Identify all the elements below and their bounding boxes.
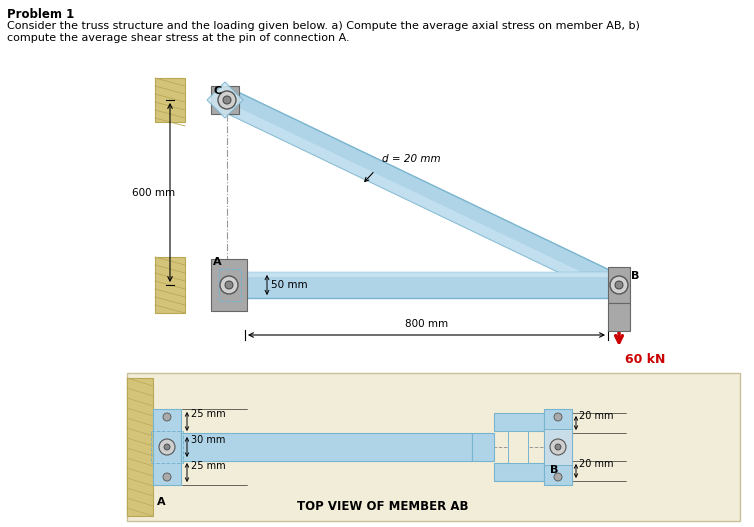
Bar <box>544 429 572 465</box>
Text: A: A <box>157 497 166 507</box>
Text: 20 mm: 20 mm <box>579 459 614 469</box>
Bar <box>245 272 613 277</box>
Bar <box>151 431 183 463</box>
Bar <box>608 267 630 303</box>
Circle shape <box>554 413 562 421</box>
Bar <box>127 373 740 521</box>
Text: 50 mm: 50 mm <box>271 280 308 290</box>
Polygon shape <box>207 82 243 118</box>
Text: 25 mm: 25 mm <box>191 461 225 471</box>
Circle shape <box>223 96 231 104</box>
Text: 600 mm: 600 mm <box>132 188 175 198</box>
Text: A: A <box>213 257 222 267</box>
Circle shape <box>159 439 175 455</box>
Text: 20 mm: 20 mm <box>579 411 614 421</box>
Text: 60 kN: 60 kN <box>625 353 665 366</box>
Text: TOP VIEW OF MEMBER AB: TOP VIEW OF MEMBER AB <box>297 501 469 513</box>
Text: Problem 1: Problem 1 <box>7 8 74 21</box>
Bar <box>155 257 185 313</box>
Text: 30 mm: 30 mm <box>191 435 225 445</box>
Text: Consider the truss structure and the loading given below. a) Compute the average: Consider the truss structure and the loa… <box>7 21 640 31</box>
Circle shape <box>163 473 171 481</box>
Text: C: C <box>213 86 221 96</box>
Text: B: B <box>550 465 559 475</box>
Bar <box>127 378 153 516</box>
Bar <box>211 86 239 114</box>
Bar <box>219 269 241 301</box>
Text: compute the average shear stress at the pin of connection A.: compute the average shear stress at the … <box>7 33 350 43</box>
Circle shape <box>610 276 628 294</box>
Circle shape <box>164 444 170 450</box>
Circle shape <box>220 276 238 294</box>
Circle shape <box>163 413 171 421</box>
Text: B: B <box>631 271 639 281</box>
Bar <box>544 409 572 485</box>
Bar <box>608 303 630 331</box>
Circle shape <box>555 444 561 450</box>
Text: 800 mm: 800 mm <box>405 319 448 329</box>
Bar <box>155 78 185 122</box>
Polygon shape <box>222 89 618 296</box>
Bar <box>153 409 181 485</box>
Circle shape <box>225 281 233 289</box>
Circle shape <box>550 439 566 455</box>
Text: d = 20 mm: d = 20 mm <box>382 154 440 164</box>
Bar <box>211 259 247 311</box>
Bar <box>181 433 472 461</box>
Bar <box>494 463 544 481</box>
Polygon shape <box>222 102 612 296</box>
Bar <box>494 413 544 431</box>
Bar <box>508 431 528 463</box>
Text: 25 mm: 25 mm <box>191 409 225 419</box>
Circle shape <box>218 91 236 109</box>
Bar <box>245 272 613 298</box>
Circle shape <box>615 281 623 289</box>
Bar <box>472 433 494 461</box>
Circle shape <box>554 473 562 481</box>
